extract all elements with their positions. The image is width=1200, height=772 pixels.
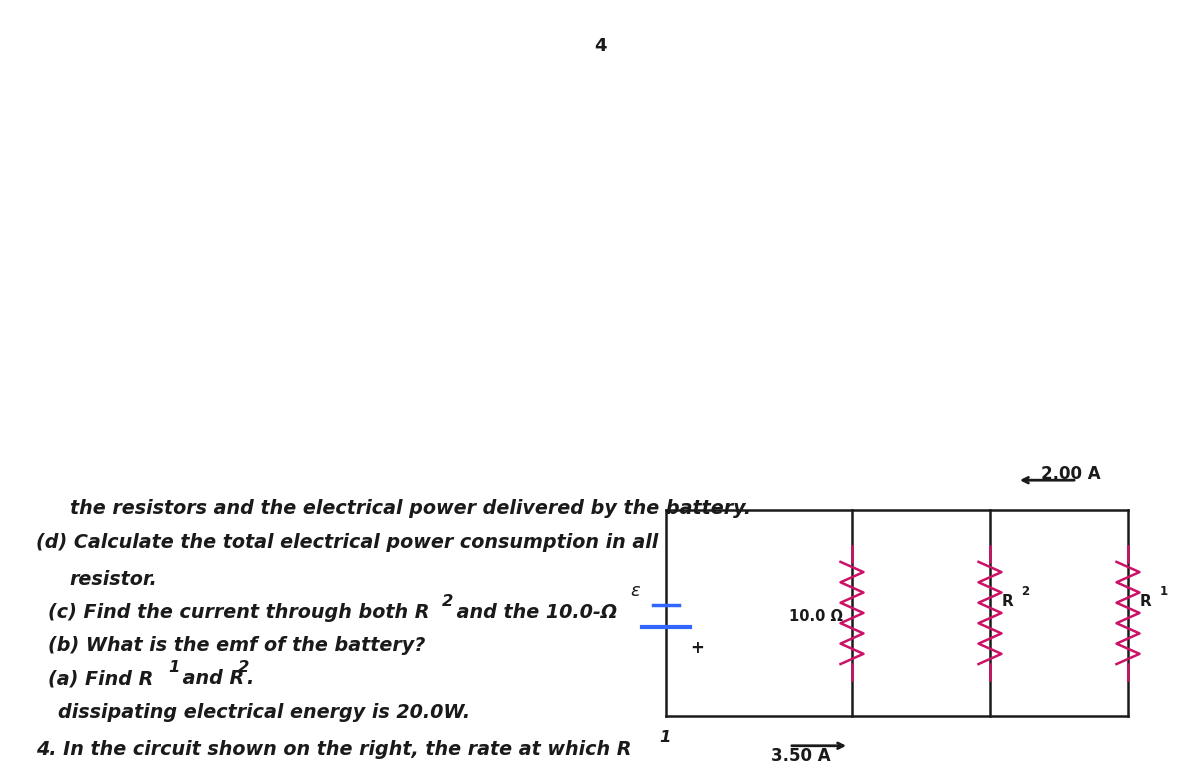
Text: .: .	[246, 669, 253, 689]
Text: 4. In the circuit shown on the right, the rate at which R: 4. In the circuit shown on the right, th…	[36, 740, 631, 759]
Text: R: R	[1002, 594, 1014, 609]
Text: +: +	[690, 638, 704, 657]
Text: 1: 1	[168, 660, 179, 675]
Text: (a) Find R: (a) Find R	[48, 669, 154, 689]
Text: 1: 1	[659, 730, 670, 744]
Text: (c) Find the current through both R: (c) Find the current through both R	[48, 603, 430, 622]
Text: R: R	[1140, 594, 1152, 609]
Text: (d) Calculate the total electrical power consumption in all: (d) Calculate the total electrical power…	[36, 533, 659, 552]
Text: and R: and R	[176, 669, 245, 689]
Text: 1: 1	[1159, 585, 1168, 598]
Text: the resistors and the electrical power delivered by the battery.: the resistors and the electrical power d…	[70, 499, 751, 519]
Text: 2.00 A: 2.00 A	[1042, 465, 1100, 482]
Text: and the 10.0-Ω: and the 10.0-Ω	[450, 603, 617, 622]
Text: 2: 2	[238, 660, 248, 675]
Text: 2: 2	[442, 594, 452, 608]
Text: 10.0 Ω: 10.0 Ω	[788, 609, 842, 625]
Text: 2: 2	[1021, 585, 1030, 598]
Text: ε: ε	[630, 582, 640, 601]
Text: (b) What is the emf of the battery?: (b) What is the emf of the battery?	[48, 636, 425, 655]
Text: dissipating electrical energy is 20.0W.: dissipating electrical energy is 20.0W.	[58, 703, 469, 722]
Text: resistor.: resistor.	[70, 570, 157, 589]
Text: 4: 4	[594, 37, 606, 56]
Text: 3.50 A: 3.50 A	[772, 747, 830, 765]
